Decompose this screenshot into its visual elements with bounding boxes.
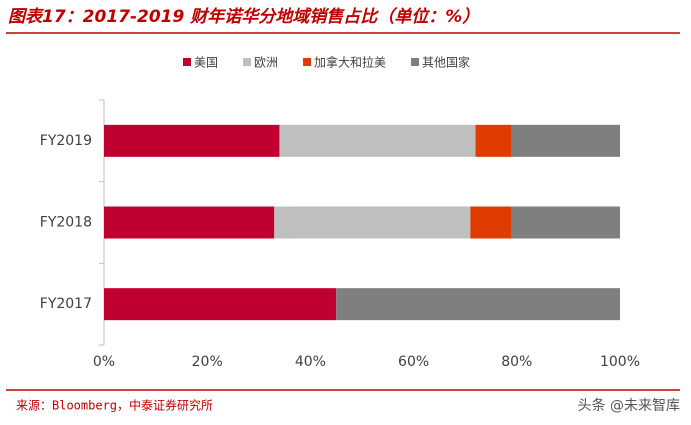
legend-swatch xyxy=(243,58,252,66)
bar-segment xyxy=(104,288,337,321)
legend-label: 美国 xyxy=(194,56,218,70)
chart-title: 图表17：2017-2019 财年诺华分地域销售占比（单位：%） xyxy=(8,7,479,27)
x-tick-label: 0% xyxy=(93,354,115,370)
bar-segment xyxy=(279,124,476,157)
y-tick-label: FY2019 xyxy=(40,133,92,149)
bar-segment xyxy=(336,288,620,321)
legend-swatch xyxy=(183,58,191,66)
y-tick-label: FY2017 xyxy=(40,296,92,312)
bar-segment xyxy=(104,124,280,157)
legend-label: 其他国家 xyxy=(422,55,470,70)
source: 来源：Bloomberg，中泰证券研究所 xyxy=(16,398,213,413)
legend-swatch xyxy=(411,58,420,66)
legend-label: 加拿大和拉美 xyxy=(314,55,386,70)
bar-segment xyxy=(511,206,620,239)
x-tick-label: 20% xyxy=(192,354,223,370)
x-tick-label: 100% xyxy=(600,354,640,370)
bar-segment xyxy=(511,124,620,157)
legend-label: 欧洲 xyxy=(254,56,278,70)
bar-segment xyxy=(470,206,512,239)
x-tick-label: 60% xyxy=(398,354,429,370)
bar-segment xyxy=(274,206,471,239)
x-tick-label: 40% xyxy=(295,354,326,370)
legend-swatch xyxy=(303,58,312,66)
x-tick-label: 80% xyxy=(501,354,532,370)
bar-segment xyxy=(475,124,512,157)
y-tick-label: FY2018 xyxy=(40,215,92,231)
bar-segment xyxy=(104,206,275,239)
watermark: 头条 @未来智库 xyxy=(578,397,680,414)
